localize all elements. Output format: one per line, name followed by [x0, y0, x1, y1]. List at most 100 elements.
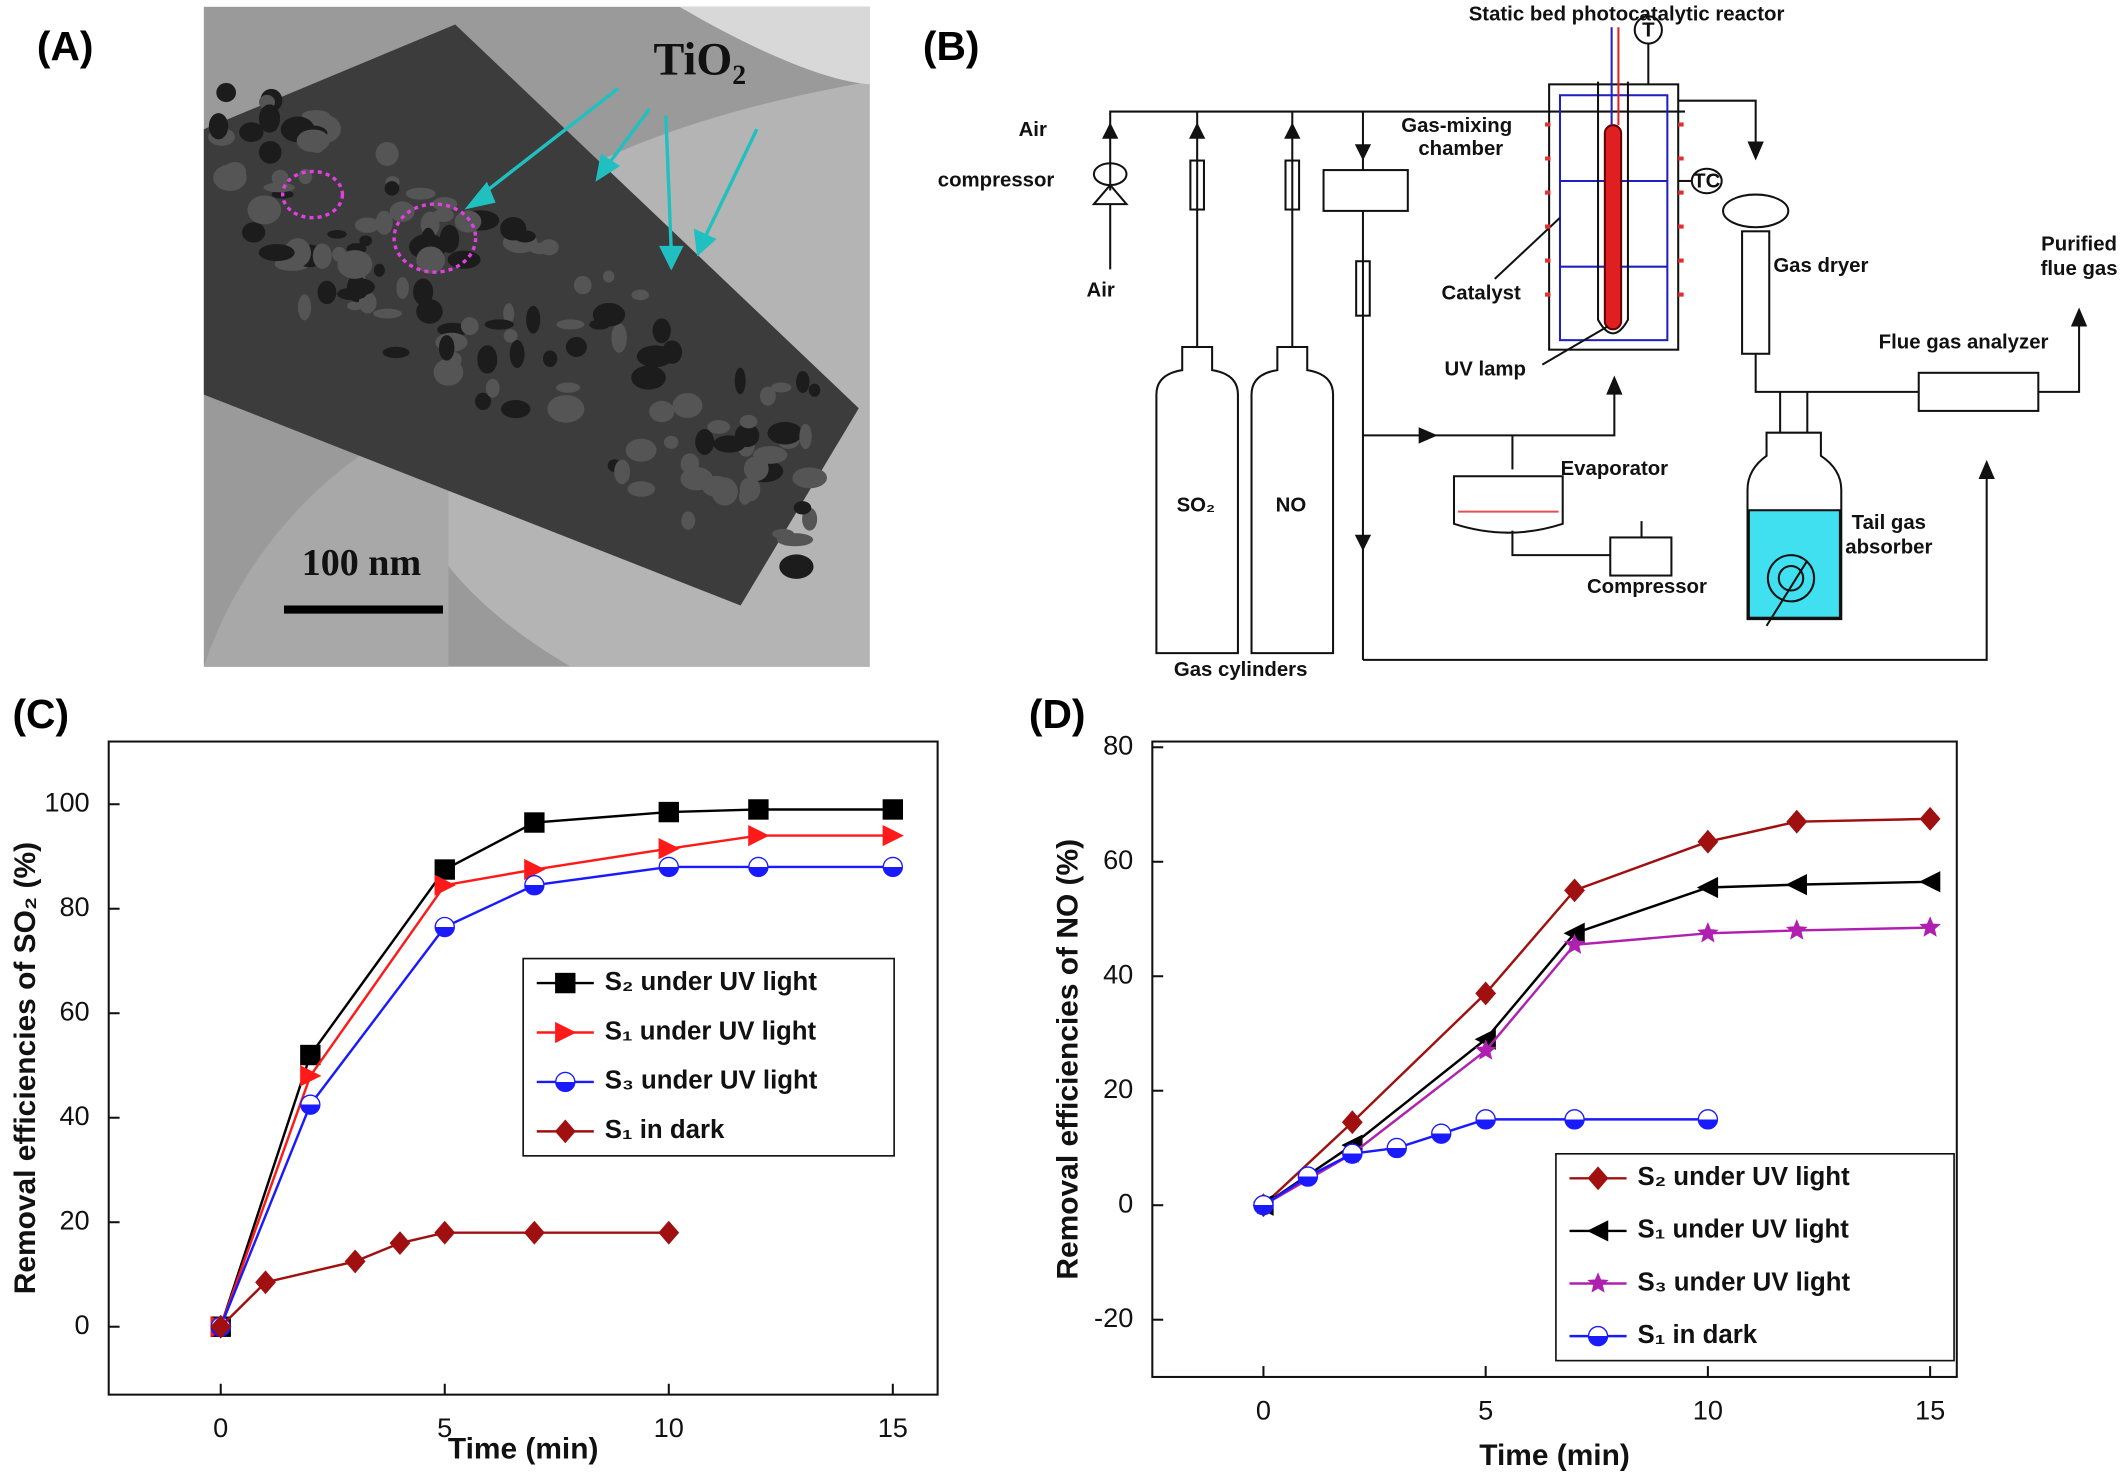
particle [611, 323, 627, 353]
particle [208, 113, 229, 140]
marker [1587, 1220, 1609, 1242]
marker [1474, 1039, 1497, 1060]
marker [555, 1021, 577, 1044]
particle [247, 195, 282, 225]
particle [312, 243, 332, 269]
particle [631, 289, 650, 301]
legend-label: S₁ in dark [605, 1116, 725, 1144]
particle [547, 395, 585, 423]
marker [882, 824, 904, 847]
marker [1697, 829, 1719, 854]
y-tick-label: 0 [1118, 1187, 1133, 1218]
marker [1696, 876, 1719, 899]
y-tick-label: 40 [1103, 958, 1133, 989]
y-tick-label: 0 [75, 1309, 90, 1340]
y-tick-label: 80 [1103, 729, 1133, 760]
particle [503, 329, 518, 343]
particle [739, 414, 758, 429]
y-tick-label: 20 [1103, 1073, 1133, 1104]
y-axis-label: Removal efficiencies of SO₂ (%) [9, 842, 42, 1294]
schematic-label: Purified [2041, 233, 2117, 255]
marker [389, 1231, 411, 1256]
highlight-circle [280, 169, 345, 220]
y-tick-label: 80 [59, 891, 89, 922]
particle [627, 481, 656, 497]
particle [713, 435, 746, 453]
particle [437, 322, 469, 337]
particle [509, 340, 525, 369]
marker [1563, 933, 1586, 954]
x-tick-label: 0 [1256, 1395, 1271, 1426]
particle [354, 217, 380, 233]
particle [373, 308, 402, 319]
particle [416, 246, 445, 274]
marker [300, 1065, 322, 1087]
schematic-label: compressor [938, 169, 1055, 191]
marker [524, 875, 545, 896]
particles [208, 82, 827, 579]
particle [652, 318, 671, 344]
particle [396, 277, 409, 299]
particle [317, 280, 337, 305]
particle [271, 169, 289, 187]
marker [1587, 1272, 1609, 1293]
marker [210, 1314, 232, 1339]
particle [799, 423, 812, 450]
marker [554, 1119, 576, 1144]
particle [297, 294, 312, 321]
particle [796, 370, 810, 393]
legend-label: S₂ under UV light [605, 968, 818, 996]
schematic-label: Air [1087, 280, 1115, 302]
particle [573, 275, 592, 295]
hole-region [679, 6, 870, 85]
particle [460, 317, 479, 336]
particle [389, 201, 415, 222]
schematic-label: Gas cylinders [1174, 659, 1308, 681]
particle [592, 302, 626, 327]
legend-label: S₃ under UV light [605, 1067, 818, 1095]
y-tick-label: 60 [59, 995, 89, 1026]
particle [223, 162, 247, 183]
marker [523, 1220, 545, 1245]
y-tick-label: -20 [1094, 1302, 1133, 1333]
marker [748, 799, 769, 820]
marker [555, 1071, 576, 1093]
legend-label: S₁ under UV light [1637, 1216, 1849, 1244]
particle [555, 382, 581, 393]
schematic-labels: Static bed photocatalytic reactor Air comp… [938, 3, 2118, 681]
schematic-label: Air [1019, 119, 1047, 141]
particle [771, 382, 792, 393]
particle [767, 421, 803, 445]
particle [375, 141, 399, 166]
marker [434, 916, 455, 938]
marker [524, 858, 546, 881]
marker [658, 856, 679, 878]
particle [373, 263, 385, 277]
particle [346, 278, 375, 296]
particle [779, 554, 814, 579]
y-tick-label: 40 [59, 1100, 89, 1131]
particle [776, 533, 814, 547]
marker [1341, 1110, 1363, 1135]
marker [434, 1220, 456, 1245]
marker [1564, 878, 1585, 903]
particle [556, 319, 585, 330]
particle [347, 301, 363, 311]
schematic-label: Compressor [1587, 576, 1707, 598]
legend-label: S₃ under UV light [1637, 1268, 1850, 1296]
particle [500, 217, 527, 241]
marker [658, 801, 679, 823]
chart: (C) 0 5 10 15 0 20 40 60 80 100 Time (min) Removal e… [9, 691, 939, 1465]
x-tick-label: 5 [437, 1412, 452, 1443]
schematic-label: Catalyst [1442, 282, 1521, 304]
schematic-label: SO₂ [1177, 495, 1215, 517]
marker [524, 812, 545, 833]
marker [882, 799, 904, 820]
y-tick-label: 60 [1103, 844, 1133, 875]
particle [327, 229, 347, 239]
panel-label: (D) [1029, 691, 1086, 737]
marker [748, 856, 769, 878]
particle [242, 222, 266, 243]
